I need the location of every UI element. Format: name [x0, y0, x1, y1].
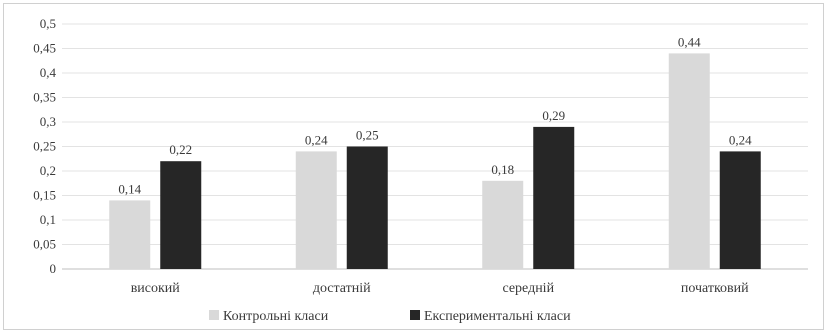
- bar: [109, 200, 151, 269]
- bar: [719, 151, 761, 269]
- y-tick-label: 0,45: [33, 41, 56, 56]
- x-axis-category-labels: високий достатній середній початковий: [131, 281, 749, 296]
- data-labels: 0,14 0,22 0,24 0,25 0,18 0,29 0,44 0,24: [118, 34, 752, 196]
- y-tick-label: 0,4: [40, 65, 57, 80]
- x-category-label: початковий: [681, 281, 749, 296]
- bar: [668, 53, 710, 270]
- y-axis-tick-labels: 0 0,05 0,1 0,15 0,2 0,25 0,3 0,35 0,4 0,45 0,5: [33, 16, 56, 276]
- legend-label: Експериментальні класи: [424, 309, 571, 324]
- x-category-label: високий: [131, 281, 181, 296]
- bar: [346, 146, 388, 269]
- data-label: 0,24: [305, 132, 328, 147]
- y-tick-label: 0,1: [40, 212, 56, 227]
- bars: [109, 53, 761, 270]
- y-tick-label: 0,25: [33, 139, 56, 154]
- y-tick-label: 0,5: [40, 16, 56, 31]
- y-tick-label: 0,3: [40, 114, 56, 129]
- y-tick-label: 0,05: [33, 237, 56, 252]
- legend-swatch: [209, 310, 219, 320]
- data-label: 0,44: [678, 34, 701, 49]
- bar: [482, 180, 524, 269]
- bar: [533, 126, 575, 270]
- x-category-label: середній: [502, 281, 554, 296]
- bar: [295, 151, 337, 269]
- y-tick-label: 0,2: [40, 163, 56, 178]
- data-label: 0,22: [169, 142, 192, 157]
- bar: [160, 161, 202, 269]
- data-label: 0,14: [118, 181, 141, 196]
- data-label: 0,18: [491, 162, 514, 177]
- y-tick-label: 0,15: [33, 188, 56, 203]
- legend-label: Контрольні класи: [223, 309, 329, 324]
- y-tick-label: 0: [50, 261, 57, 276]
- data-label: 0,29: [542, 108, 565, 123]
- legend-swatch: [410, 310, 420, 320]
- y-tick-label: 0,35: [33, 90, 56, 105]
- data-label: 0,24: [729, 132, 752, 147]
- legend: Контрольні класи Експериментальні класи: [209, 309, 571, 324]
- x-category-label: достатній: [313, 281, 371, 296]
- data-label: 0,25: [356, 128, 379, 143]
